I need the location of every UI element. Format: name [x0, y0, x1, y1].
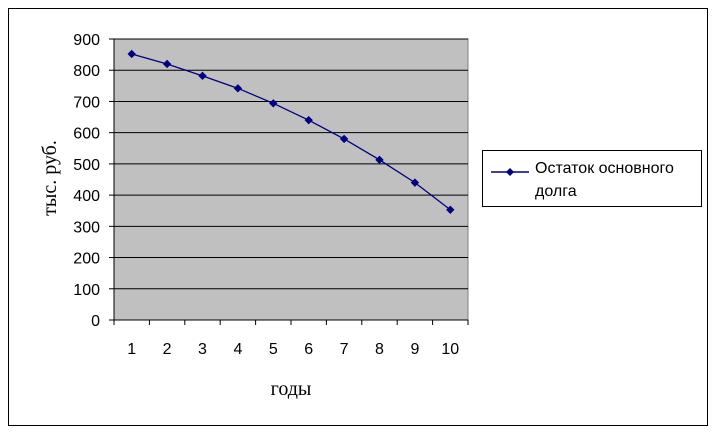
x-tick-label-1: 1 [127, 341, 136, 358]
gridlines [109, 38, 468, 321]
x-axis-title: годы [271, 378, 312, 400]
y-tick-label-0: 0 [91, 313, 100, 330]
y-tick-label-700: 700 [73, 94, 100, 111]
y-tick-label-800: 800 [73, 63, 100, 80]
x-tick-label-2: 2 [163, 341, 172, 358]
y-axis-title: тыс. руб. [39, 140, 61, 216]
data-point-7 [339, 134, 349, 144]
x-tick-label-10: 10 [441, 341, 459, 358]
y-tick-label-300: 300 [73, 219, 100, 236]
data-point-2 [162, 59, 172, 69]
series-line-0 [131, 53, 451, 211]
series-lines [131, 53, 451, 211]
y-tick-label-500: 500 [73, 157, 100, 174]
legend-label: Остаток основного долга [535, 160, 674, 200]
x-tick-label-6: 6 [304, 341, 313, 358]
x-tick-label-9: 9 [410, 341, 419, 358]
y-tick-label-200: 200 [73, 251, 100, 268]
x-tick-label-7: 7 [340, 341, 349, 358]
data-point-1 [127, 49, 136, 59]
legend-swatch [491, 168, 529, 176]
y-tick-label-400: 400 [73, 188, 100, 205]
series-markers [127, 49, 455, 214]
data-point-4 [233, 84, 243, 93]
data-point-6 [304, 115, 313, 125]
y-tick-label-100: 100 [73, 282, 100, 299]
y-tick-label-600: 600 [73, 126, 100, 143]
legend: Остаток основного долга [482, 150, 702, 207]
y-tick-label-900: 900 [73, 32, 100, 49]
data-point-3 [198, 71, 207, 81]
x-tick-label-4: 4 [233, 341, 242, 358]
data-point-8 [375, 155, 384, 165]
x-tick-label-3: 3 [198, 341, 207, 358]
axes [113, 39, 469, 325]
data-point-5 [269, 99, 278, 108]
y-tick-labels: 0 100 200 300 400 500 600 700 800 900 [73, 32, 100, 330]
data-point-9 [410, 178, 420, 187]
legend-marker-diamond [506, 168, 514, 176]
x-tick-label-8: 8 [375, 341, 384, 358]
x-tick-labels: 1 2 3 4 5 6 7 8 9 10 [127, 341, 459, 358]
data-point-10 [446, 205, 455, 214]
x-tick-label-5: 5 [269, 341, 278, 358]
